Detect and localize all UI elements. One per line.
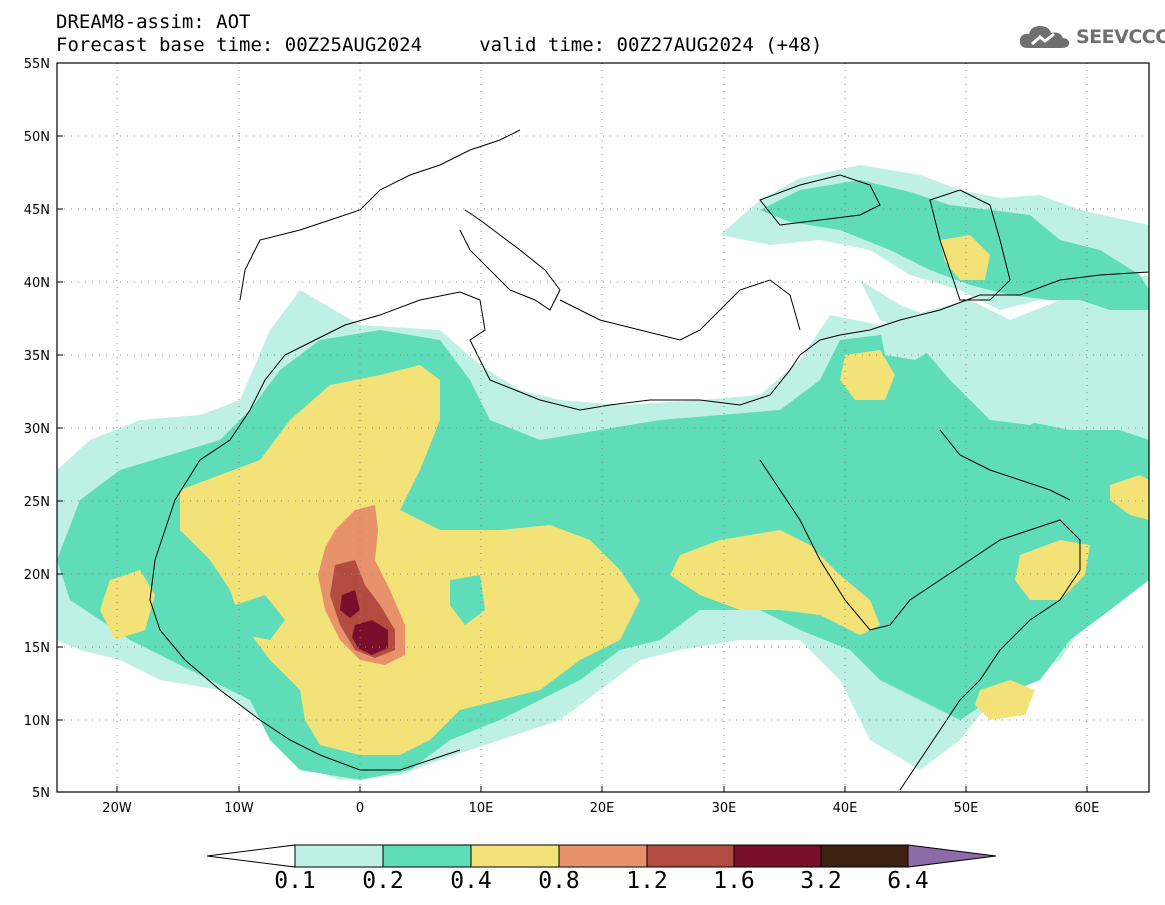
logo-text: SEEVCCC xyxy=(1076,26,1165,48)
lon-label: 20E xyxy=(590,801,615,816)
colorbar-label: 0.8 xyxy=(538,868,580,894)
lon-label: 30E xyxy=(712,801,737,816)
seevccc-logo: SEEVCCC xyxy=(1018,22,1165,52)
colorbar-segment xyxy=(382,844,472,868)
map-title: DREAM8-assim: AOT xyxy=(56,11,251,33)
colorbar-segment xyxy=(733,844,822,868)
colorbar-segment xyxy=(294,844,384,868)
lat-label: 5N xyxy=(32,786,50,801)
map-subtitle-times: Forecast base time: 00Z25AUG2024 valid t… xyxy=(56,34,823,56)
lat-label: 20N xyxy=(24,568,50,583)
lon-label: 20W xyxy=(102,801,132,816)
lon-label: 40E xyxy=(833,801,858,816)
lat-label: 50N xyxy=(24,130,50,145)
colorbar-segment xyxy=(470,844,560,868)
latitude-labels: 55N 50N 45N 40N 35N 30N 25N 20N 15N 10N … xyxy=(24,57,50,801)
cloud-icon xyxy=(1019,26,1070,48)
colorbar-segment xyxy=(558,844,648,868)
lat-label: 10N xyxy=(24,714,50,729)
lat-label: 30N xyxy=(24,422,50,437)
lon-label: 60E xyxy=(1075,801,1100,816)
colorbar-label: 6.4 xyxy=(887,868,929,894)
axis-ticks xyxy=(57,62,1088,792)
lon-label: 0 xyxy=(356,801,364,816)
lat-label: 25N xyxy=(24,495,50,510)
colorbar-segment xyxy=(907,844,997,868)
colorbar-label: 1.2 xyxy=(626,868,668,894)
coastlines xyxy=(149,129,1149,791)
colorbar-label: 0.1 xyxy=(274,868,316,894)
lat-label: 35N xyxy=(24,349,50,364)
colorbar xyxy=(206,844,997,868)
gridlines xyxy=(57,63,1149,792)
colorbar-label: 1.6 xyxy=(713,868,755,894)
colorbar-label: 0.2 xyxy=(362,868,404,894)
longitude-labels: 20W 10W 0 10E 20E 30E 40E 50E 60E xyxy=(102,801,1099,816)
lat-label: 15N xyxy=(24,641,50,656)
lon-label: 10W xyxy=(224,801,254,816)
colorbar-label: 3.2 xyxy=(800,868,842,894)
lon-label: 50E xyxy=(954,801,979,816)
lon-label: 10E xyxy=(469,801,494,816)
colorbar-label: 0.4 xyxy=(450,868,492,894)
lat-label: 55N xyxy=(24,57,50,72)
colorbar-segment xyxy=(206,844,296,868)
aot-contour-fields xyxy=(57,165,1149,780)
lat-label: 45N xyxy=(24,203,50,218)
lat-label: 40N xyxy=(24,276,50,291)
colorbar-segment xyxy=(820,844,909,868)
colorbar-segment xyxy=(646,844,735,868)
